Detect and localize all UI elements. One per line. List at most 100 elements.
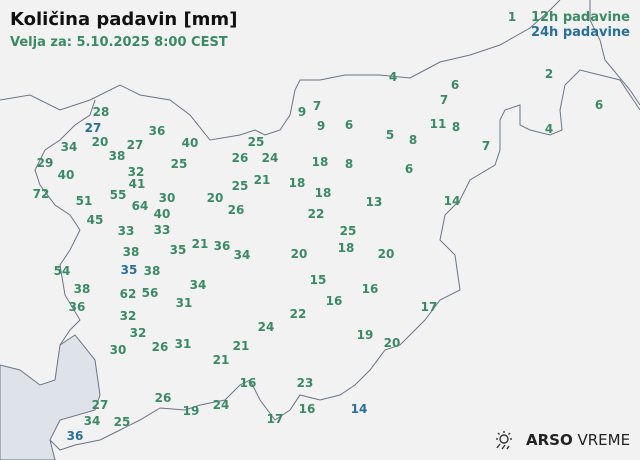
station-value-12h: 45	[86, 213, 104, 227]
station-value-12h: 26	[227, 203, 245, 217]
station-value-12h: 25	[247, 135, 265, 149]
station-value-12h: 41	[128, 177, 146, 191]
station-value-12h: 25	[170, 157, 188, 171]
station-value-12h: 20	[206, 191, 224, 205]
station-value-12h: 38	[143, 264, 161, 278]
station-value-12h: 16	[298, 402, 316, 416]
station-value-12h: 28	[92, 105, 110, 119]
station-value-12h: 21	[232, 339, 250, 353]
station-value-12h: 14	[443, 194, 461, 208]
station-value-12h: 35	[169, 243, 187, 257]
station-value-12h: 30	[109, 343, 127, 357]
station-value-12h: 31	[175, 296, 193, 310]
station-value-12h: 22	[307, 207, 325, 221]
logo-brand: ARSO	[526, 431, 573, 449]
station-value-12h: 34	[189, 278, 207, 292]
station-value-12h: 16	[361, 282, 379, 296]
station-value-12h: 8	[451, 120, 461, 134]
station-value-12h: 40	[181, 136, 199, 150]
station-value-12h: 34	[233, 248, 251, 262]
station-value-24h: 14	[350, 402, 368, 416]
station-value-12h: 38	[122, 245, 140, 259]
station-value-12h: 26	[154, 391, 172, 405]
station-value-12h: 51	[75, 194, 93, 208]
station-value-12h: 5	[385, 128, 395, 142]
station-value-12h: 18	[337, 241, 355, 255]
station-value-12h: 11	[429, 117, 447, 131]
station-value-12h: 18	[288, 176, 306, 190]
station-value-12h: 54	[53, 264, 71, 278]
station-value-12h: 8	[408, 133, 418, 147]
station-value-12h: 27	[91, 398, 109, 412]
station-value-12h: 4	[544, 122, 554, 136]
station-value-12h: 30	[158, 191, 176, 205]
station-value-12h: 32	[127, 165, 145, 179]
station-value-12h: 33	[117, 224, 135, 238]
arso-logo: ARSO VREME	[492, 430, 630, 450]
station-value-12h: 24	[257, 320, 275, 334]
valid-time: Velja za: 5.10.2025 8:00 CEST	[10, 35, 228, 50]
station-value-12h: 36	[68, 300, 86, 314]
station-value-12h: 16	[239, 376, 257, 390]
station-value-12h: 17	[266, 412, 284, 426]
station-value-12h: 19	[356, 328, 374, 342]
station-value-12h: 29	[36, 156, 54, 170]
station-value-12h: 34	[83, 414, 101, 428]
station-value-24h: 36	[66, 429, 84, 443]
station-value-12h: 6	[450, 78, 460, 92]
station-value-12h: 62	[119, 287, 137, 301]
station-value-12h: 4	[388, 70, 398, 84]
station-value-12h: 1	[507, 10, 517, 24]
station-value-12h: 20	[377, 247, 395, 261]
station-value-12h: 6	[344, 118, 354, 132]
station-value-12h: 9	[297, 105, 307, 119]
station-value-12h: 32	[119, 309, 137, 323]
map-title: Količina padavin [mm]	[10, 9, 238, 30]
station-value-12h: 22	[289, 307, 307, 321]
station-value-12h: 20	[290, 247, 308, 261]
station-value-12h: 13	[365, 195, 383, 209]
sea	[0, 334, 101, 460]
station-value-12h: 64	[131, 199, 149, 213]
station-value-12h: 21	[212, 353, 230, 367]
logo-product: VREME	[577, 431, 631, 449]
station-value-12h: 20	[91, 135, 109, 149]
station-value-12h: 26	[151, 340, 169, 354]
station-value-12h: 23	[296, 376, 314, 390]
station-value-12h: 18	[314, 186, 332, 200]
station-value-24h: 27	[84, 121, 102, 135]
station-value-12h: 6	[404, 162, 414, 176]
station-value-12h: 19	[182, 404, 200, 418]
station-value-12h: 25	[339, 224, 357, 238]
legend-12h: 12h padavine	[530, 10, 630, 25]
station-value-12h: 9	[316, 119, 326, 133]
station-value-12h: 20	[383, 336, 401, 350]
station-value-12h: 36	[213, 239, 231, 253]
station-value-12h: 40	[153, 207, 171, 221]
station-value-12h: 25	[113, 415, 131, 429]
station-value-12h: 36	[148, 124, 166, 138]
station-value-12h: 55	[109, 188, 127, 202]
sun-rain-icon	[496, 431, 512, 450]
station-value-12h: 56	[141, 286, 159, 300]
station-value-12h: 31	[174, 337, 192, 351]
station-value-12h: 32	[129, 326, 147, 340]
legend-24h: 24h padavine	[530, 25, 630, 40]
station-value-12h: 7	[312, 99, 322, 113]
station-value-12h: 40	[57, 168, 75, 182]
station-value-12h: 33	[153, 223, 171, 237]
station-value-12h: 7	[439, 93, 449, 107]
station-value-12h: 7	[481, 139, 491, 153]
station-value-12h: 26	[231, 151, 249, 165]
station-value-12h: 6	[594, 98, 604, 112]
station-value-12h: 25	[231, 179, 249, 193]
station-value-12h: 15	[309, 273, 327, 287]
station-value-12h: 27	[126, 138, 144, 152]
station-value-12h: 8	[344, 157, 354, 171]
station-value-12h: 2	[544, 67, 554, 81]
station-value-12h: 24	[261, 151, 279, 165]
station-value-12h: 72	[32, 187, 50, 201]
station-value-12h: 18	[311, 155, 329, 169]
